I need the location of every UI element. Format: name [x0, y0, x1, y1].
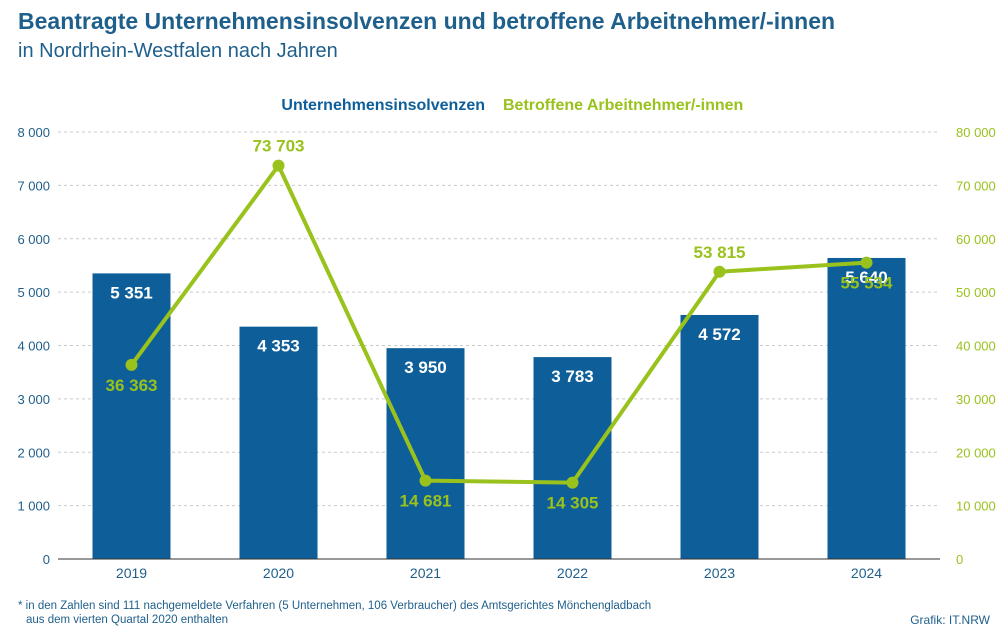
y-left-tick-label: 4 000 — [17, 339, 50, 354]
y-left-tick-label: 8 000 — [17, 125, 50, 140]
y-right-tick-label: 20 000 — [956, 445, 996, 460]
line-value-label: 14 681 — [400, 492, 452, 511]
bar-value-label: 3 783 — [551, 367, 594, 386]
line-point — [419, 474, 432, 487]
y-right-tick-label: 50 000 — [956, 285, 996, 300]
line-point — [860, 256, 873, 269]
bar-value-label: 4 572 — [698, 325, 741, 344]
y-right-tick-label: 30 000 — [956, 392, 996, 407]
chart-title: Beantragte Unternehmensinsolvenzen und b… — [18, 8, 836, 34]
line-series — [129, 163, 867, 485]
line-value-label: 73 703 — [253, 137, 305, 156]
y-left-tick-label: 6 000 — [17, 232, 50, 247]
x-tick-label: 2021 — [410, 565, 441, 581]
line-point — [713, 265, 726, 278]
y-right-tick-label: 80 000 — [956, 125, 996, 140]
line-value-label: 55 534 — [841, 274, 894, 293]
y-right-tick-label: 0 — [956, 552, 963, 567]
bar-value-label: 5 640 — [845, 268, 888, 287]
x-tick-label: 2024 — [851, 565, 882, 581]
x-tick-label: 2019 — [116, 565, 147, 581]
footnote-line-1: * in den Zahlen sind 111 nachgemeldete V… — [18, 600, 652, 612]
footnote-line-2: aus dem vierten Quartal 2020 enthalten — [26, 614, 229, 626]
x-tick-label: 2023 — [704, 565, 735, 581]
bar — [239, 326, 318, 559]
line-point — [272, 159, 285, 172]
y-right-tick-label: 60 000 — [956, 232, 996, 247]
x-tick-label: 2022 — [557, 565, 588, 581]
y-right-tick-label: 10 000 — [956, 499, 996, 514]
bar-value-label: 4 353 — [257, 337, 300, 356]
source-credit: Grafik: IT.NRW — [910, 613, 990, 627]
bar — [533, 357, 612, 559]
y-right-tick-label: 70 000 — [956, 178, 996, 193]
y-left-tick-label: 1 000 — [17, 499, 50, 514]
legend-bars: Unternehmensinsolvenzen — [281, 97, 485, 114]
legend-line: Betroffene Arbeitnehmer/-innen — [503, 97, 743, 114]
y-left-tick-label: 7 000 — [17, 178, 50, 193]
bar-value-label: 5 351 — [110, 283, 153, 302]
bar — [680, 314, 759, 559]
line-value-label: 53 815 — [694, 243, 746, 262]
y-left-tick-label: 2 000 — [17, 445, 50, 460]
line-point — [566, 476, 579, 489]
chart-subtitle: in Nordrhein-Westfalen nach Jahren — [18, 40, 338, 62]
y-left-tick-label: 3 000 — [17, 392, 50, 407]
bar — [92, 273, 171, 559]
y-left-tick-label: 5 000 — [17, 285, 50, 300]
y-left-tick-label: 0 — [43, 552, 50, 567]
line-point — [125, 358, 138, 371]
line-value-label: 36 363 — [106, 376, 158, 395]
bar — [827, 257, 906, 559]
y-right-tick-label: 40 000 — [956, 339, 996, 354]
bar — [386, 348, 465, 559]
bar-value-label: 3 950 — [404, 358, 447, 377]
line-value-label: 14 305 — [547, 494, 599, 513]
x-tick-label: 2020 — [263, 565, 294, 581]
footnote: * in den Zahlen sind 111 nachgemeldete V… — [18, 599, 651, 627]
